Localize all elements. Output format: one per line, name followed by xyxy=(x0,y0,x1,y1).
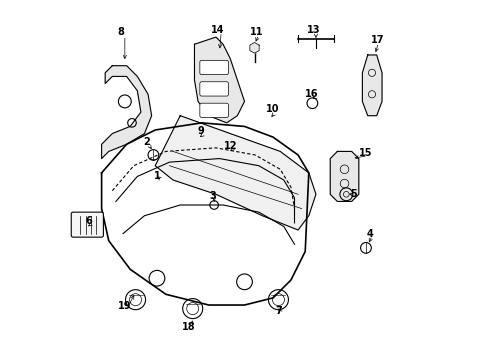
Text: 9: 9 xyxy=(197,126,204,136)
FancyBboxPatch shape xyxy=(71,212,103,237)
Text: 7: 7 xyxy=(274,306,281,316)
Text: 18: 18 xyxy=(182,322,196,332)
Text: 14: 14 xyxy=(210,25,224,35)
Text: 6: 6 xyxy=(85,216,92,226)
Text: 13: 13 xyxy=(307,25,320,35)
Text: 5: 5 xyxy=(349,189,356,199)
Text: 4: 4 xyxy=(366,229,373,239)
FancyBboxPatch shape xyxy=(200,82,228,96)
Polygon shape xyxy=(329,152,358,202)
Text: 19: 19 xyxy=(118,301,131,311)
Text: 17: 17 xyxy=(370,35,384,45)
Polygon shape xyxy=(362,55,381,116)
Text: 12: 12 xyxy=(224,141,237,151)
Text: 1: 1 xyxy=(153,171,160,181)
Text: 10: 10 xyxy=(266,104,279,114)
Text: 16: 16 xyxy=(305,89,318,99)
Polygon shape xyxy=(194,37,244,123)
FancyBboxPatch shape xyxy=(200,60,228,75)
Polygon shape xyxy=(155,116,315,230)
Text: 2: 2 xyxy=(142,138,149,148)
Text: 15: 15 xyxy=(359,148,372,158)
FancyBboxPatch shape xyxy=(200,103,228,117)
Text: 3: 3 xyxy=(208,191,215,201)
Text: 11: 11 xyxy=(250,27,263,37)
Polygon shape xyxy=(102,66,151,158)
Polygon shape xyxy=(249,42,259,53)
Text: 8: 8 xyxy=(118,27,124,37)
